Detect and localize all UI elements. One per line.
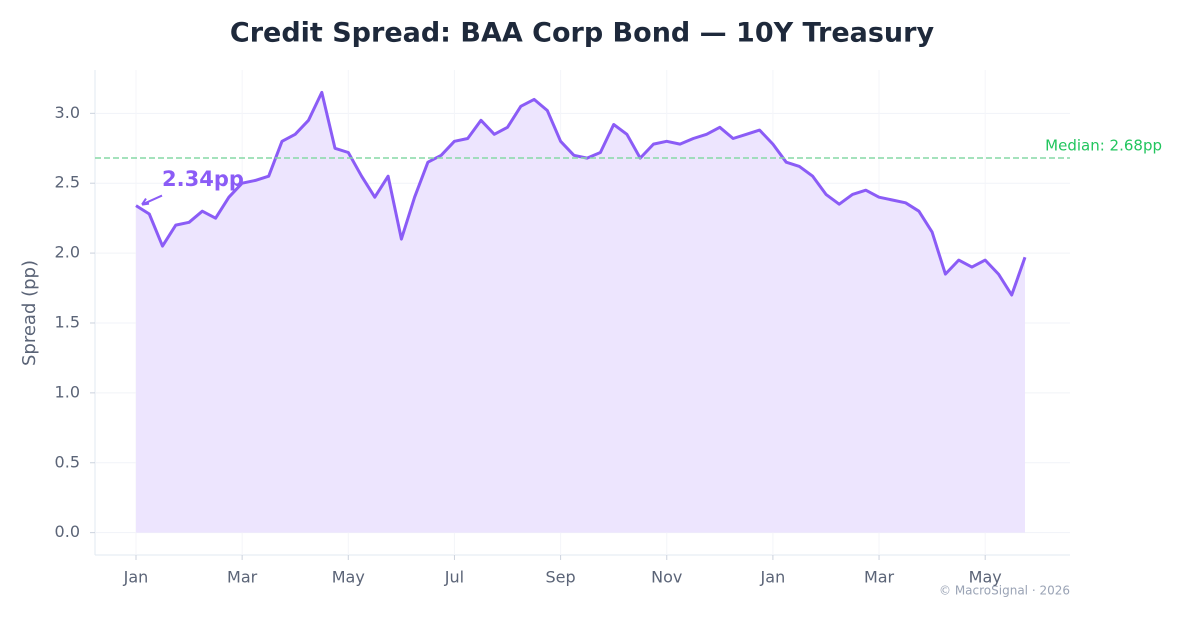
x-tick-label: Mar (227, 568, 258, 587)
annotation: 2.34pp (162, 167, 244, 191)
x-tick-label: Mar (864, 568, 895, 587)
line (135, 90, 1027, 297)
median-label: Median: 2.68pp (1045, 137, 1162, 155)
x-tick-label: Jan (123, 568, 149, 587)
x-tick-label: Jul (444, 568, 464, 587)
y-tick-label: 1.0 (55, 382, 80, 401)
y-tick-label: 2.5 (55, 173, 80, 192)
y-tick-label: 1.5 (55, 312, 80, 331)
x-tick-label: Sep (546, 568, 576, 587)
x-tick-label: May (332, 568, 365, 587)
x-tick-label: Nov (651, 568, 682, 587)
x-tick-label: Jan (760, 568, 786, 587)
y-tick-label: 0.0 (55, 522, 80, 541)
y-axis-label: Spread (pp) (19, 260, 40, 366)
y-tick-label: 3.0 (55, 103, 80, 122)
y-tick-label: 2.0 (55, 243, 80, 262)
chart-title: Credit Spread: BAA Corp Bond — 10Y Treas… (230, 18, 935, 49)
annotation-arrow (141, 194, 163, 206)
area (136, 92, 1025, 533)
y-tick-label: 0.5 (55, 452, 80, 471)
x-tick-label: May (969, 568, 1002, 587)
watermark: © MacroSignal · 2026 (939, 584, 1070, 598)
